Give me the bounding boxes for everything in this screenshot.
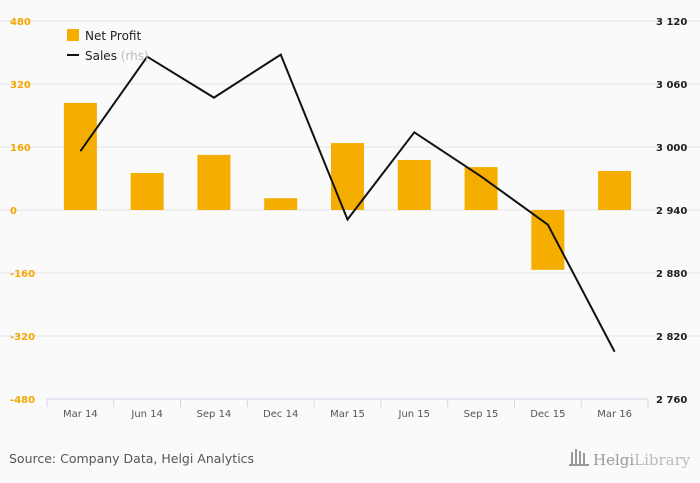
svg-text:HelgiLibrary: HelgiLibrary [593,451,691,469]
left-axis-tick-label: -480 [10,395,35,406]
left-axis-tick-label: 160 [10,143,31,154]
x-axis-tick-label: Sep 14 [197,409,232,420]
left-axis-tick-label: 0 [10,206,17,217]
x-axis-tick-label: Sep 15 [464,409,499,420]
x-axis-tick-label: Mar 14 [63,409,98,420]
net-profit-bar [130,172,164,210]
x-axis-tick-label: Dec 15 [530,409,565,420]
left-axis-tick-label: 320 [10,80,31,91]
right-axis-tick-label: 2 820 [656,332,687,343]
net-profit-bar [197,154,231,210]
x-axis-tick-label: Dec 14 [263,409,298,420]
right-axis-tick-label: 3 060 [656,80,687,91]
net-profit-bar [397,159,431,210]
legend: Net Profit Sales (rhs) [67,29,149,63]
right-axis-tick-label: 3 120 [656,17,687,28]
x-axis-tick-label: Mar 16 [597,409,632,420]
right-axis-tick-label: 2 940 [656,206,687,217]
x-axis-tick-label: Jun 14 [130,409,163,420]
legend-net-profit-label: Net Profit [85,29,141,43]
x-axis-tick-label: Mar 15 [330,409,365,420]
source-text: Source: Company Data, Helgi Analytics [9,451,254,466]
legend-sales-name: Sales [85,49,117,63]
x-axis-tick-label: Jun 15 [398,409,431,420]
helgi-library-logo: HelgiLibrary [569,449,691,469]
left-axis-tick-label: -160 [10,269,35,280]
legend-sales-swatch [67,54,79,56]
bars [63,102,632,270]
right-axis-tick-label: 3 000 [656,143,687,154]
left-axis-tick-label: -320 [10,332,35,343]
sales-line [79,53,616,353]
legend-net-profit-swatch [67,29,79,41]
net-profit-bar [63,102,97,210]
net-profit-bar [531,210,565,270]
right-axis-tick-label: 2 880 [656,269,687,280]
legend-sales-label: Sales (rhs) [85,49,149,63]
net-profit-bar [331,143,364,210]
left-axis-tick-label: 480 [10,17,31,28]
legend-sales-suffix: (rhs) [121,49,149,63]
y-axis-labels: 480 320 160 0 -160 -320 -480 3 120 3 060 3 000 2 9… [10,17,687,406]
net-profit-bar [598,171,632,210]
x-axis: Mar 14 Jun 14 Sep 14 Dec 14 Mar 15 Jun 15 Sep … [46,398,649,420]
right-axis-tick-label: 2 760 [656,395,687,406]
net-profit-bar [264,198,298,210]
net-profit-bar [464,167,498,210]
